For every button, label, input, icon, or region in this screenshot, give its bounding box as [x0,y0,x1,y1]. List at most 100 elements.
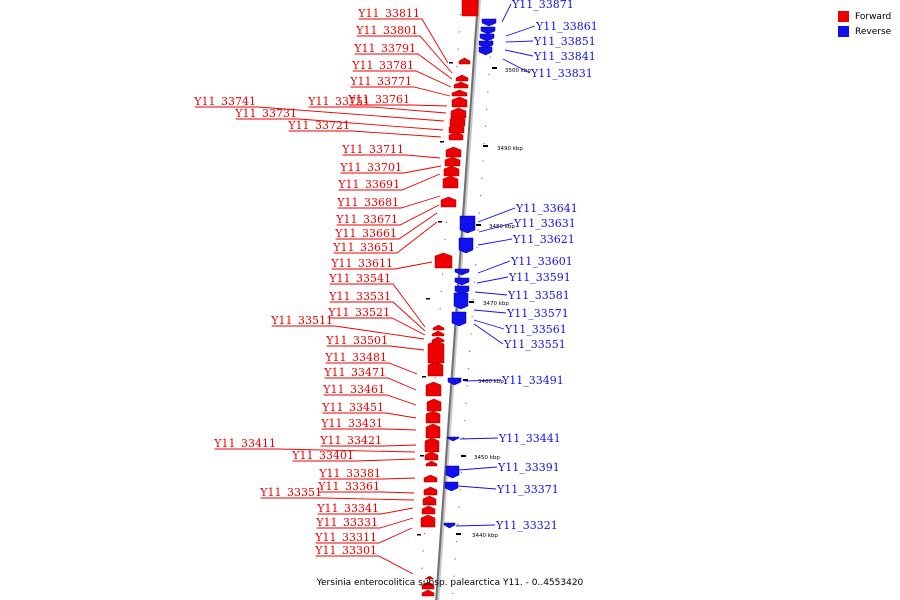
reverse-gene[interactable] [446,436,460,442]
reverse-gene[interactable] [453,292,469,310]
gene-label-forward[interactable]: Y11_33691 [337,178,400,191]
reverse-gene[interactable] [454,285,470,295]
forward-gene[interactable] [445,146,462,158]
gene-label-reverse[interactable]: Y11_33571 [506,307,569,320]
gene-label-forward[interactable]: Y11_33401 [291,449,354,462]
gene-label-reverse[interactable]: Y11_33841 [533,50,596,63]
gene-label-forward[interactable]: Y11_33381 [318,467,381,480]
gene-label-forward[interactable]: Y11_33421 [319,434,382,447]
gene-label-reverse[interactable]: Y11_33641 [515,202,578,215]
forward-gene[interactable] [425,460,438,467]
reverse-gene[interactable] [479,33,495,42]
forward-gene[interactable] [440,196,457,208]
gene-label-forward[interactable]: Y11_33521 [327,306,390,319]
reverse-gene[interactable] [454,268,470,276]
forward-gene[interactable] [424,437,440,453]
gene-label-forward[interactable]: Y11_33301 [314,544,377,557]
gene-label-forward[interactable]: Y11_33331 [315,516,378,529]
forward-gene[interactable] [451,96,468,108]
gene-label-forward[interactable]: Y11_33311 [314,531,377,544]
gene-label-forward[interactable]: Y11_33451 [321,401,384,414]
gene-label-forward[interactable]: Y11_33721 [287,119,350,132]
gene-label-forward[interactable]: Y11_33771 [349,75,412,88]
gene-label-forward[interactable]: Y11_33501 [325,334,388,347]
reverse-gene[interactable] [478,46,493,56]
gene-label-reverse[interactable]: Y11_33371 [496,483,559,496]
forward-gene[interactable] [423,474,438,483]
forward-gene[interactable] [443,165,460,177]
gene-label-forward[interactable]: Y11_33461 [322,383,385,396]
gene-label-reverse[interactable]: Y11_33631 [513,217,576,230]
forward-gene[interactable] [427,340,445,364]
gene-label-forward[interactable]: Y11_33681 [336,196,399,209]
forward-gene[interactable] [432,324,445,331]
gene-label-forward[interactable]: Y11_33541 [328,272,391,285]
gene-label-forward[interactable]: Y11_33411 [213,437,276,450]
forward-gene[interactable] [425,381,442,397]
forward-gene[interactable] [431,336,445,343]
forward-gene[interactable] [444,156,461,167]
reverse-gene[interactable] [454,277,470,286]
gene-label-reverse[interactable]: Y11_33391 [497,461,560,474]
forward-gene[interactable] [427,361,444,377]
gene-label-forward[interactable]: Y11_33341 [316,502,379,515]
forward-gene[interactable] [431,330,445,337]
gene-label-forward[interactable]: Y11_33731 [234,107,297,120]
forward-gene[interactable] [453,81,469,89]
forward-gene[interactable] [455,74,469,82]
gene-label-forward[interactable]: Y11_33711 [341,143,404,156]
forward-gene[interactable] [461,0,479,17]
forward-gene[interactable] [448,131,464,141]
gene-label-reverse[interactable]: Y11_33591 [508,271,571,284]
gene-label-forward[interactable]: Y11_33531 [328,290,391,303]
reverse-gene[interactable] [458,237,474,254]
forward-gene[interactable] [420,514,436,528]
forward-gene[interactable] [448,123,465,134]
gene-label-reverse[interactable]: Y11_33621 [512,233,575,246]
gene-label-reverse[interactable]: Y11_33871 [511,0,574,11]
forward-gene[interactable] [422,495,437,506]
gene-label-forward[interactable]: Y11_33761 [347,93,410,106]
gene-label-reverse[interactable]: Y11_33861 [535,20,598,33]
gene-label-reverse[interactable]: Y11_33441 [498,432,561,445]
gene-label-forward[interactable]: Y11_33811 [357,7,420,20]
gene-label-forward[interactable]: Y11_33481 [324,351,387,364]
forward-gene[interactable] [423,486,438,496]
forward-gene[interactable] [421,505,436,515]
gene-label-forward[interactable]: Y11_33791 [353,42,416,55]
reverse-gene[interactable] [480,26,496,35]
gene-label-forward[interactable]: Y11_33671 [335,213,398,226]
forward-gene[interactable] [424,451,439,461]
gene-label-reverse[interactable]: Y11_33551 [503,338,566,351]
gene-label-forward[interactable]: Y11_33751 [307,95,370,108]
forward-gene[interactable] [424,575,435,580]
forward-gene[interactable] [442,175,459,189]
reverse-gene[interactable] [444,481,459,492]
forward-gene[interactable] [451,89,468,97]
reverse-gene[interactable] [447,377,462,386]
gene-label-forward[interactable]: Y11_33661 [334,227,397,240]
gene-label-forward[interactable]: Y11_33801 [355,24,418,37]
gene-label-forward[interactable]: Y11_33701 [339,161,402,174]
forward-gene[interactable] [426,398,442,412]
gene-label-forward[interactable]: Y11_33651 [332,241,395,254]
gene-label-forward[interactable]: Y11_33611 [330,257,393,270]
gene-label-reverse[interactable]: Y11_33321 [495,519,558,532]
reverse-gene[interactable] [481,18,497,27]
forward-gene[interactable] [425,410,441,424]
gene-label-forward[interactable]: Y11_33471 [323,366,386,379]
reverse-gene[interactable] [443,522,456,529]
forward-gene[interactable] [425,423,441,439]
gene-label-reverse[interactable]: Y11_33491 [501,374,564,387]
reverse-gene[interactable] [445,465,460,479]
gene-label-reverse[interactable]: Y11_33601 [510,255,573,268]
reverse-gene[interactable] [478,40,494,49]
gene-label-forward[interactable]: Y11_33511 [270,314,333,327]
forward-gene[interactable] [421,581,435,590]
forward-gene[interactable] [421,589,435,597]
gene-label-reverse[interactable]: Y11_33831 [530,67,593,80]
gene-label-forward[interactable]: Y11_33361 [317,480,380,493]
forward-gene[interactable] [434,252,453,269]
reverse-gene[interactable] [451,311,467,327]
gene-label-reverse[interactable]: Y11_33581 [507,289,570,302]
